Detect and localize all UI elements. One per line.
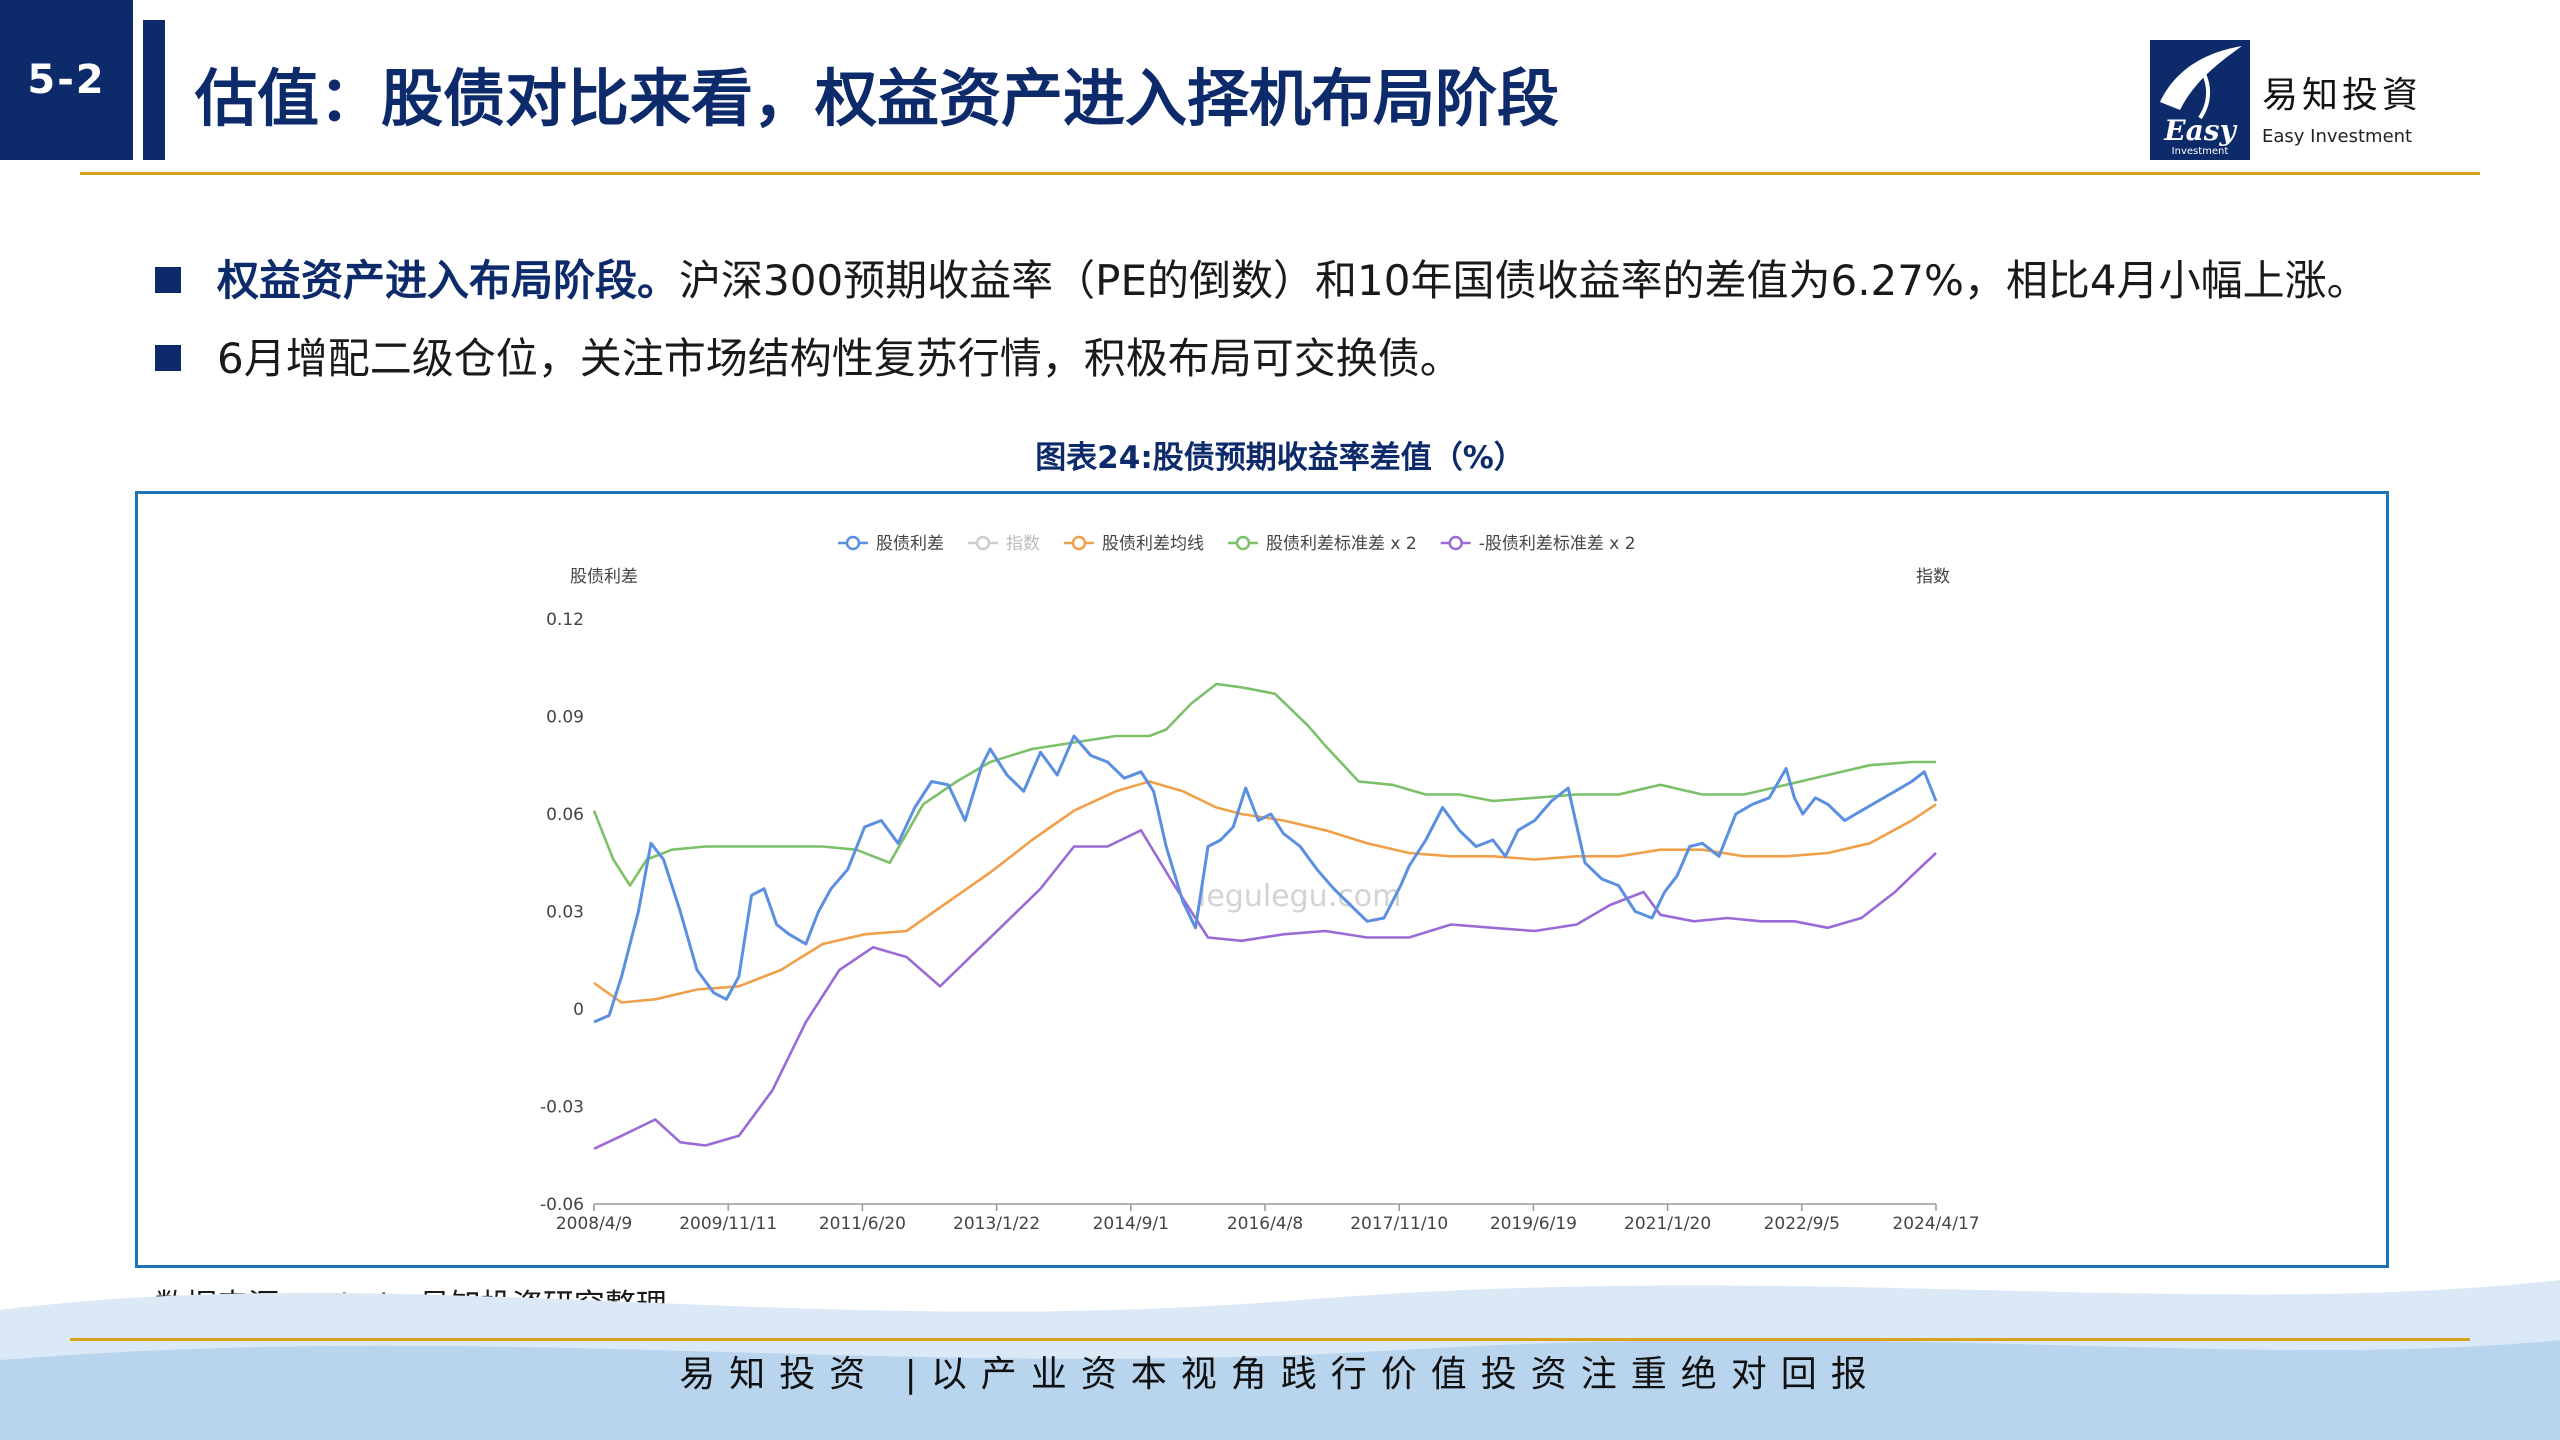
footer-divider — [70, 1338, 2470, 1341]
bullet-1-text: 沪深300预期收益率（PE的倒数）和10年国债收益率的差值为6.27%，相比4月… — [679, 256, 2369, 305]
footer-wave-decoration — [0, 1280, 2560, 1440]
legend-item[interactable]: 股债利差均线 — [1064, 534, 1204, 554]
chart-legend: 股债利差 指数 股债利差均线 股债利差标准差 x 2 -股债利差标准差 x 2 — [838, 534, 1636, 554]
header-divider — [80, 172, 2480, 175]
x-tick-label: 2008/4/9 — [556, 1214, 632, 1234]
series-line-spread — [593, 734, 1938, 1024]
logo-english-name: Easy Investment — [2262, 126, 2413, 147]
bullet-square-icon — [155, 344, 181, 371]
y-tick-label: -0.03 — [540, 1098, 584, 1118]
section-number-badge: 5-2 — [0, 0, 133, 160]
bullet-1-bold: 权益资产进入布局阶段。 — [217, 256, 680, 305]
legend-marker-icon — [1448, 535, 1463, 551]
x-tick-label: 2019/6/19 — [1490, 1214, 1577, 1234]
logo-mark-subtext: Investment — [2172, 146, 2229, 157]
legend-item[interactable]: 指数 — [968, 534, 1040, 554]
y-tick-label: 0.12 — [546, 610, 584, 630]
y-tick-label: -0.06 — [540, 1195, 584, 1215]
legend-marker-icon — [1235, 535, 1251, 551]
y-tick-label: 0.09 — [546, 708, 584, 728]
legend-item[interactable]: 股债利差 — [838, 534, 944, 554]
legend-label: -股债利差标准差 x 2 — [1479, 534, 1636, 554]
legend-label: 股债利差均线 — [1102, 534, 1204, 554]
x-tick-label: 2016/4/8 — [1227, 1214, 1303, 1234]
x-tick-label: 2013/1/22 — [953, 1214, 1040, 1234]
series-line-lower-band — [593, 829, 1937, 1150]
footer-slogan: 易知投资 |以产业资本视角践行价值投资注重绝对回报 — [679, 1354, 1881, 1395]
y-axis-left-label: 股债利差 — [570, 567, 638, 587]
bullet-list: 权益资产进入布局阶段。沪深300预期收益率（PE的倒数）和10年国债收益率的差值… — [155, 242, 2369, 398]
chart-watermark: legulegu.com — [1198, 879, 1401, 914]
y-tick-label: 0.06 — [546, 805, 584, 825]
chart-frame: 股债利差 指数 股债利差均线 股债利差标准差 x 2 -股债利差标准差 x 2 股债利差… — [135, 491, 2389, 1268]
bullet-square-icon — [155, 266, 181, 293]
series-line-mean — [593, 780, 1937, 1004]
series-line-upper-band — [592, 682, 1936, 887]
legend-marker-icon — [975, 535, 991, 551]
section-accent-bar — [143, 20, 165, 160]
legend-label: 股债利差标准差 x 2 — [1266, 534, 1417, 554]
y-tick-label: 0.03 — [546, 903, 584, 923]
legend-marker-icon — [1071, 535, 1087, 551]
x-tick-label: 2021/1/20 — [1624, 1214, 1711, 1234]
y-axis: 0.12 0.09 0.06 0.03 0 -0.03 -0.06 — [540, 610, 584, 1215]
bullet-item-1: 权益资产进入布局阶段。沪深300预期收益率（PE的倒数）和10年国债收益率的差值… — [155, 242, 2369, 320]
y-axis-right-label: 指数 — [1916, 567, 1950, 587]
y-tick-label: 0 — [573, 1000, 584, 1020]
bullet-item-2: 6月增配二级仓位，关注市场结构性复苏行情，积极布局可交换债。 — [155, 320, 2369, 398]
logo-mark-text: Easy — [2163, 114, 2237, 147]
x-axis: 2008/4/9 2009/11/11 2011/6/20 2013/1/22 2014… — [556, 1203, 1980, 1234]
legend-item[interactable]: -股债利差标准差 x 2 — [1440, 534, 1636, 554]
x-tick-label: 2011/6/20 — [819, 1214, 906, 1234]
x-tick-label: 2009/11/11 — [679, 1214, 777, 1234]
bullet-2-text: 6月增配二级仓位，关注市场结构性复苏行情，积极布局可交换债。 — [217, 334, 1462, 383]
company-logo: Easy Investment 易知投資 Easy Investment — [2150, 40, 2480, 160]
x-tick-label: 2024/4/17 — [1892, 1214, 1979, 1234]
legend-label: 股债利差 — [876, 534, 944, 554]
series-group — [592, 682, 1938, 1150]
legend-item[interactable]: 股债利差标准差 x 2 — [1228, 534, 1417, 554]
legend-marker-icon — [845, 535, 861, 551]
legend-label: 指数 — [1006, 534, 1040, 554]
x-tick-label: 2022/9/5 — [1764, 1214, 1840, 1234]
x-tick-label: 2014/9/1 — [1093, 1214, 1169, 1234]
page-title: 估值：股债对比来看，权益资产进入择机布局阶段 — [195, 62, 1560, 135]
chart-title: 图表24:股债预期收益率差值（%） — [1035, 440, 1525, 476]
logo-mark-icon: Easy Investment — [2150, 40, 2250, 160]
x-tick-label: 2017/11/10 — [1350, 1214, 1448, 1234]
logo-chinese-name: 易知投資 — [2262, 75, 2423, 116]
line-chart: 股债利差 指数 股债利差均线 股债利差标准差 x 2 -股债利差标准差 x 2 股债利差… — [540, 534, 1980, 1234]
